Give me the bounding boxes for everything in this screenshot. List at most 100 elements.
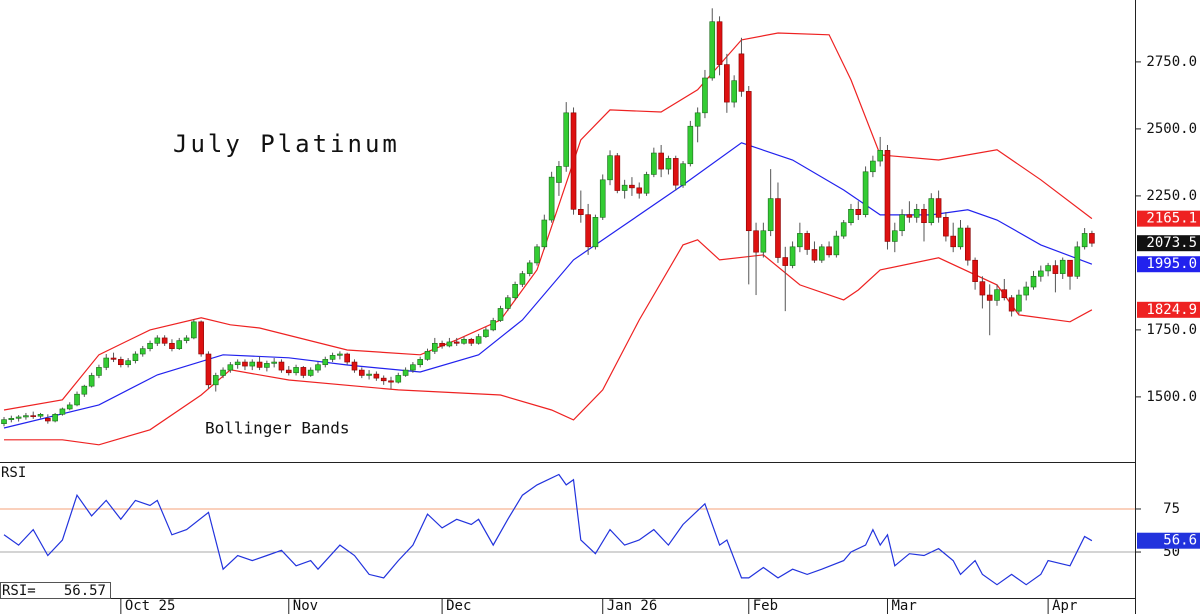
x-tick-label: Nov bbox=[293, 598, 318, 614]
candle-body bbox=[986, 294, 993, 301]
candle-body bbox=[154, 337, 161, 344]
candle-body bbox=[731, 80, 737, 103]
candle-body bbox=[15, 416, 22, 419]
chart-title: July Platinum bbox=[173, 130, 400, 158]
candle-body bbox=[621, 184, 628, 191]
candle-body bbox=[665, 158, 672, 170]
candle-body bbox=[1038, 270, 1044, 277]
candle-body bbox=[687, 125, 694, 165]
candle-body bbox=[1059, 259, 1066, 274]
y-tick-label: 1750.0 bbox=[1146, 322, 1197, 338]
rsi-tag bbox=[1137, 532, 1200, 549]
band-line bbox=[4, 239, 1093, 446]
candle-body bbox=[585, 214, 591, 248]
candle-body bbox=[183, 337, 190, 341]
candle-body bbox=[1067, 259, 1073, 277]
x-tick-label: Jan 26 bbox=[607, 598, 658, 614]
candle-body bbox=[446, 341, 453, 347]
candle-body bbox=[512, 284, 518, 299]
candle-body bbox=[702, 77, 708, 114]
x-tick-label: Mar bbox=[891, 598, 916, 614]
rsi-tag-label: 56.6 bbox=[1163, 533, 1197, 549]
candle-body bbox=[110, 357, 117, 360]
candle-body bbox=[380, 377, 387, 382]
candle-body bbox=[862, 171, 869, 215]
candle-body bbox=[8, 418, 15, 420]
candle-body bbox=[1052, 265, 1059, 274]
candle-body bbox=[366, 373, 372, 376]
price-tag bbox=[1137, 235, 1200, 252]
candle-body bbox=[52, 413, 58, 422]
candle-body bbox=[709, 21, 716, 79]
candle-body bbox=[724, 64, 730, 103]
candle-body bbox=[578, 208, 584, 215]
candle-body bbox=[373, 373, 380, 379]
candle-body bbox=[614, 155, 621, 191]
price-tag-label: 2165.1 bbox=[1146, 211, 1197, 227]
candle-body bbox=[1081, 233, 1088, 248]
candle-body bbox=[439, 342, 445, 347]
candle-body bbox=[388, 380, 394, 383]
candle-body bbox=[88, 375, 95, 387]
candle-body bbox=[1045, 265, 1051, 272]
candle-body bbox=[329, 355, 336, 360]
candle-body bbox=[300, 367, 307, 376]
candle-body bbox=[293, 367, 299, 374]
candle-body bbox=[431, 342, 438, 352]
price-tag-label: 2073.5 bbox=[1146, 235, 1197, 251]
candle-body bbox=[745, 91, 752, 232]
candle-body bbox=[818, 246, 825, 261]
candle-body bbox=[680, 163, 686, 186]
candle-body bbox=[943, 217, 949, 237]
candle-body bbox=[1089, 233, 1095, 244]
candle-body bbox=[351, 361, 358, 371]
candle-body bbox=[964, 227, 971, 261]
candle-body bbox=[840, 222, 847, 237]
candle-body bbox=[139, 348, 146, 355]
candle-body bbox=[23, 415, 29, 418]
readout-label: RSI= bbox=[2, 583, 36, 599]
candle-body bbox=[848, 208, 854, 223]
candle-body bbox=[534, 246, 540, 264]
candle-body bbox=[643, 174, 650, 194]
candle-body bbox=[264, 363, 270, 368]
candle-body bbox=[424, 351, 431, 360]
candle-body bbox=[767, 198, 774, 232]
candle-body bbox=[227, 364, 234, 371]
candle-body bbox=[96, 367, 102, 376]
candle-body bbox=[483, 329, 489, 337]
candle-body bbox=[103, 357, 110, 368]
candle-body bbox=[629, 184, 635, 189]
candle-body bbox=[198, 321, 204, 355]
x-tick-label: Dec bbox=[446, 598, 471, 614]
candle-body bbox=[855, 208, 862, 215]
candle-body bbox=[490, 320, 497, 331]
candle-body bbox=[541, 219, 548, 248]
candle-body bbox=[921, 208, 927, 223]
candle-body bbox=[658, 152, 664, 170]
candle-body bbox=[461, 338, 467, 344]
candle-body bbox=[118, 359, 124, 366]
candle-body bbox=[760, 230, 767, 253]
candle-body bbox=[906, 214, 913, 218]
candle-body bbox=[913, 208, 920, 218]
candle-body bbox=[1008, 297, 1015, 312]
price-tag bbox=[1137, 256, 1200, 273]
candle-body bbox=[570, 112, 577, 210]
candle-body bbox=[607, 155, 613, 181]
candle-body bbox=[884, 150, 891, 242]
candle-body bbox=[592, 217, 599, 248]
candle-body bbox=[694, 112, 701, 127]
candle-body bbox=[337, 353, 343, 356]
y-tick-label: 1500.0 bbox=[1146, 389, 1197, 405]
rsi-line bbox=[3, 473, 1093, 586]
candle-body bbox=[468, 338, 475, 344]
candle-body bbox=[1001, 289, 1008, 299]
candle-body bbox=[307, 369, 314, 376]
candle-body bbox=[548, 176, 555, 221]
candle-body bbox=[957, 227, 964, 248]
candle-body bbox=[497, 308, 504, 321]
candle-body bbox=[81, 385, 88, 395]
